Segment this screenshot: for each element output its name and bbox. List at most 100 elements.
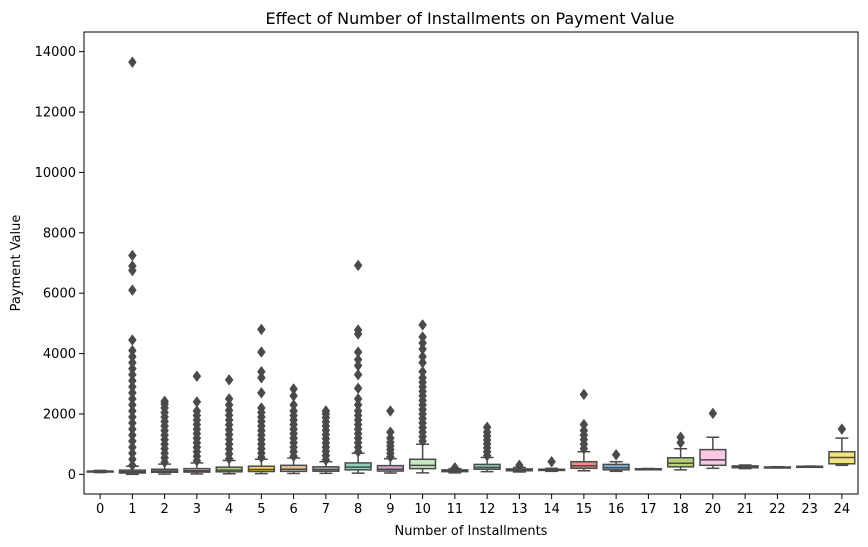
plot-frame bbox=[83, 31, 859, 495]
box-group-7 bbox=[312, 405, 340, 475]
box-iqr bbox=[666, 457, 695, 468]
outlier-point bbox=[128, 429, 137, 441]
x-axis-label: Number of Installments bbox=[395, 524, 548, 539]
x-tick-label: 16 bbox=[608, 502, 625, 517]
outlier-point bbox=[289, 399, 298, 411]
box-group-20 bbox=[699, 407, 727, 470]
y-tick-label: 2000 bbox=[43, 407, 76, 422]
outlier-point bbox=[579, 418, 589, 431]
outlier-point bbox=[289, 390, 298, 402]
outlier-point bbox=[547, 455, 556, 468]
outlier-point bbox=[353, 405, 363, 417]
outlier-point bbox=[353, 399, 363, 411]
box-group-0 bbox=[86, 469, 114, 474]
outlier-point bbox=[128, 459, 137, 472]
outlier-point bbox=[418, 371, 427, 384]
box-group-4 bbox=[215, 374, 243, 475]
x-tick-label: 1 bbox=[128, 502, 136, 517]
box-iqr bbox=[699, 448, 727, 467]
outlier-point bbox=[837, 423, 847, 435]
x-tick-label: 21 bbox=[737, 502, 754, 517]
outlier-point bbox=[128, 399, 137, 411]
box-iqr bbox=[279, 464, 308, 473]
outlier-point bbox=[224, 393, 234, 405]
outlier-point bbox=[160, 395, 169, 408]
x-tick-label: 2 bbox=[160, 502, 168, 517]
box-group-1 bbox=[118, 56, 147, 476]
outlier-point bbox=[515, 459, 524, 472]
box-iqr bbox=[408, 458, 437, 470]
box-group-5 bbox=[247, 323, 276, 475]
outlier-point bbox=[418, 337, 427, 349]
x-tick-label: 8 bbox=[354, 502, 362, 517]
x-tick-label: 23 bbox=[801, 502, 818, 517]
outlier-point bbox=[128, 374, 137, 387]
box-group-22 bbox=[763, 465, 792, 469]
outlier-point bbox=[128, 362, 137, 375]
box-group-15 bbox=[570, 388, 598, 472]
x-tick-label: 5 bbox=[257, 502, 265, 517]
outlier-point bbox=[418, 350, 427, 363]
y-axis: 0 2000 4000 6000 8000 10000 12000 14000 bbox=[35, 45, 84, 483]
box-group-6 bbox=[279, 383, 308, 475]
y-tick-label: 4000 bbox=[43, 347, 76, 362]
outlier-point bbox=[353, 353, 363, 366]
y-tick-label: 0 bbox=[68, 468, 76, 483]
outlier-point bbox=[257, 402, 266, 414]
x-tick-label: 4 bbox=[225, 502, 233, 517]
outlier-point bbox=[128, 447, 137, 460]
outlier-point bbox=[386, 432, 395, 444]
outlier-point bbox=[353, 324, 363, 336]
outlier-point bbox=[192, 396, 202, 408]
box-iqr bbox=[376, 464, 405, 472]
x-tick-label: 15 bbox=[576, 502, 593, 517]
outlier-point bbox=[418, 319, 427, 331]
outlier-point bbox=[676, 431, 685, 444]
x-tick-label: 9 bbox=[386, 502, 394, 517]
outlier-point bbox=[386, 426, 395, 438]
x-axis: 0 1 2 3 4 5 6 7 8 9 10 11 12 13 14 15 16 17 18 20 21 22 23 24 bbox=[96, 494, 850, 517]
x-tick-label: 13 bbox=[511, 502, 528, 517]
outlier-point bbox=[257, 346, 266, 358]
outlier-point bbox=[418, 331, 427, 343]
y-tick-label: 6000 bbox=[43, 287, 76, 302]
box-group-3 bbox=[183, 370, 211, 475]
x-tick-label: 12 bbox=[479, 502, 496, 517]
outlier-point bbox=[224, 374, 234, 386]
outlier-point bbox=[321, 405, 331, 417]
outlier-point bbox=[128, 249, 137, 262]
x-tick-label: 17 bbox=[640, 502, 657, 517]
box-iqr bbox=[344, 462, 372, 471]
outlier-point bbox=[128, 334, 137, 346]
outlier-point bbox=[128, 423, 137, 435]
outlier-point bbox=[192, 370, 202, 383]
outlier-point bbox=[128, 453, 137, 466]
x-tick-label: 20 bbox=[705, 502, 722, 517]
outlier-point bbox=[708, 407, 718, 420]
outlier-point bbox=[289, 383, 298, 395]
outlier-point bbox=[224, 399, 234, 411]
box-group-18 bbox=[666, 431, 695, 471]
outlier-point bbox=[450, 461, 460, 474]
outlier-point bbox=[128, 350, 137, 363]
outlier-point bbox=[128, 405, 137, 417]
outlier-point bbox=[353, 382, 363, 395]
outlier-point bbox=[128, 411, 137, 423]
outlier-point bbox=[128, 356, 137, 369]
box-group-10 bbox=[408, 319, 437, 474]
box-group-12 bbox=[473, 421, 501, 473]
box-group-13 bbox=[505, 459, 534, 473]
box-group-2 bbox=[150, 395, 179, 475]
x-tick-label: 0 bbox=[96, 502, 104, 517]
y-tick-label: 12000 bbox=[35, 106, 76, 121]
box-iqr bbox=[570, 460, 598, 470]
outlier-point bbox=[579, 388, 589, 401]
y-tick-label: 8000 bbox=[43, 226, 76, 241]
outlier-point bbox=[257, 371, 266, 384]
outlier-point bbox=[128, 417, 137, 429]
outlier-point bbox=[353, 346, 363, 358]
x-tick-label: 18 bbox=[672, 502, 689, 517]
outlier-point bbox=[482, 421, 492, 434]
outlier-point bbox=[418, 365, 427, 378]
outlier-point bbox=[128, 56, 137, 69]
